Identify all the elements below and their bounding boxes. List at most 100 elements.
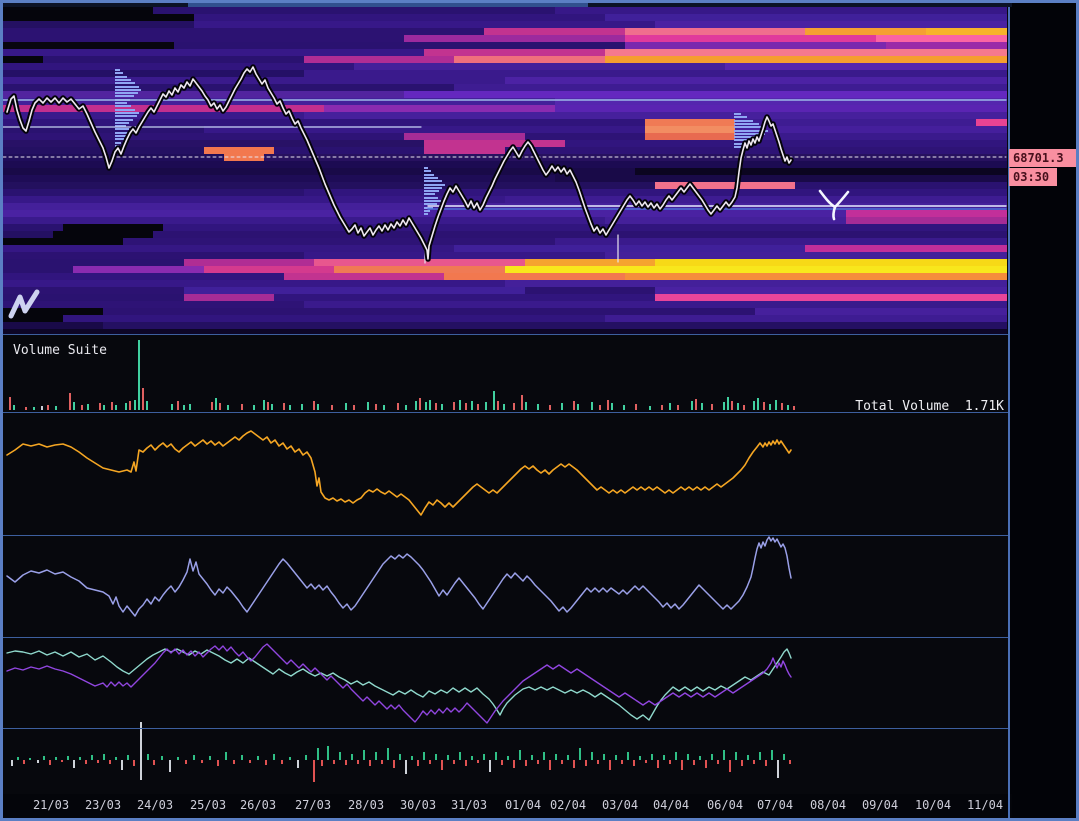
heatmap-segment	[735, 133, 1007, 140]
delta-bar	[121, 760, 123, 770]
heatmap-segment	[604, 49, 1007, 56]
volume-profile-bar	[115, 78, 131, 81]
volume-bar	[331, 405, 333, 410]
delta-bar	[741, 760, 743, 766]
delta-bar	[699, 756, 701, 760]
delta-bar	[161, 756, 163, 760]
volume-bar	[577, 404, 579, 410]
delta-bar	[109, 760, 111, 764]
volume-profile-bar	[115, 138, 124, 141]
heatmap-segment	[604, 252, 1007, 259]
delta-bar	[193, 755, 195, 760]
heatmap-segment	[123, 238, 556, 245]
delta-bar	[507, 756, 509, 760]
panel-separator[interactable]	[3, 728, 1009, 729]
price-scale-column[interactable]	[1009, 3, 1076, 818]
delta-bar	[669, 760, 671, 764]
volume-bar	[146, 401, 148, 410]
volume-profile-bar	[424, 170, 431, 173]
volume-profile-bar	[115, 121, 129, 124]
delta-bar	[531, 755, 533, 760]
delta-bar	[585, 760, 587, 766]
heatmap-segment	[504, 280, 1007, 287]
volume-bar	[25, 407, 27, 410]
time-scale[interactable]: 21/03 23/03 24/03 25/03 26/03 27/03 28/03 30/03…	[3, 794, 1012, 818]
date-tick-label: 04/04	[652, 798, 690, 812]
chart-overlay	[3, 64, 1007, 724]
date-tick-label: 10/04	[914, 798, 952, 812]
heatmap-segment	[3, 7, 155, 14]
volume-bar	[267, 402, 269, 410]
date-tick-label: 06/04	[706, 798, 744, 812]
volume-bar	[227, 405, 229, 410]
volume-bar	[477, 404, 479, 410]
delta-bar	[209, 756, 211, 760]
date-tick-label: 31/03	[450, 798, 488, 812]
volume-bar	[345, 403, 347, 410]
heatmap-segment	[3, 189, 305, 196]
total-volume-label: Total Volume	[855, 399, 950, 414]
delta-bar	[453, 760, 455, 764]
volume-profile-bar	[424, 167, 428, 169]
delta-bar	[537, 760, 539, 764]
delta-bar	[615, 755, 617, 760]
total-volume-readout: Total Volume 1.71K	[855, 399, 1004, 414]
delta-bar	[393, 760, 395, 768]
heatmap-segment	[3, 231, 54, 238]
volume-bar	[55, 406, 57, 410]
heatmap-segment	[564, 140, 1007, 147]
delta-bar	[133, 760, 135, 766]
date-tick-label: 11/04	[966, 798, 1004, 812]
volume-bar	[525, 402, 527, 410]
volume-bar	[415, 401, 417, 410]
delta-bar	[177, 757, 179, 760]
heatmap-segment	[795, 182, 1007, 189]
volume-profile-bar	[115, 72, 123, 75]
delta-bar	[201, 760, 203, 763]
heatmap-segment	[654, 182, 796, 189]
delta-bar	[73, 760, 75, 768]
delta-bar	[317, 748, 319, 760]
panel-separator[interactable]	[3, 637, 1009, 638]
heatmap-segment	[193, 14, 606, 21]
heatmap-segment	[3, 112, 305, 119]
date-tick-label: 09/04	[861, 798, 899, 812]
panel-separator[interactable]	[3, 412, 1009, 413]
delta-bar	[609, 760, 611, 770]
volume-profile-bar	[734, 116, 747, 119]
volume-bar	[649, 406, 651, 410]
heatmap-segment	[283, 273, 445, 280]
volume-bar	[313, 401, 315, 410]
volume-profile-bar	[115, 135, 127, 137]
delta-bar	[729, 760, 731, 772]
bar-countdown-tag: 03:30	[1009, 168, 1057, 186]
heatmap-segment	[203, 126, 646, 133]
volume-bar	[263, 400, 265, 410]
panel-separator[interactable]	[3, 334, 1009, 335]
heatmap-segment	[654, 294, 1007, 301]
trend-annotation-drawing[interactable]	[818, 189, 850, 221]
volume-profile-bar	[115, 88, 141, 91]
heatmap-segment	[3, 287, 185, 294]
volume-bar	[599, 405, 601, 410]
volume-profile-bar	[115, 82, 135, 85]
heatmap-segment	[3, 133, 405, 140]
delta-bar	[23, 760, 25, 764]
heatmap-segment	[3, 49, 425, 56]
heatmap-segment	[454, 84, 1007, 91]
delta-bar	[257, 756, 259, 760]
volume-profile-bar	[424, 176, 438, 179]
delta-bar	[681, 760, 683, 770]
volume-bar	[115, 405, 117, 410]
heatmap-segment	[845, 210, 1007, 217]
heatmap-segment	[644, 126, 736, 133]
heatmap-segment	[3, 105, 325, 112]
heatmap-segment	[424, 49, 606, 56]
panel-separator[interactable]	[3, 535, 1009, 536]
heatmap-segment	[3, 301, 305, 308]
delta-bar	[435, 754, 437, 760]
delta-bar	[687, 754, 689, 760]
delta-bar	[281, 760, 283, 764]
volume-profile-bar	[115, 95, 134, 98]
volume-profile-bar	[115, 115, 137, 118]
